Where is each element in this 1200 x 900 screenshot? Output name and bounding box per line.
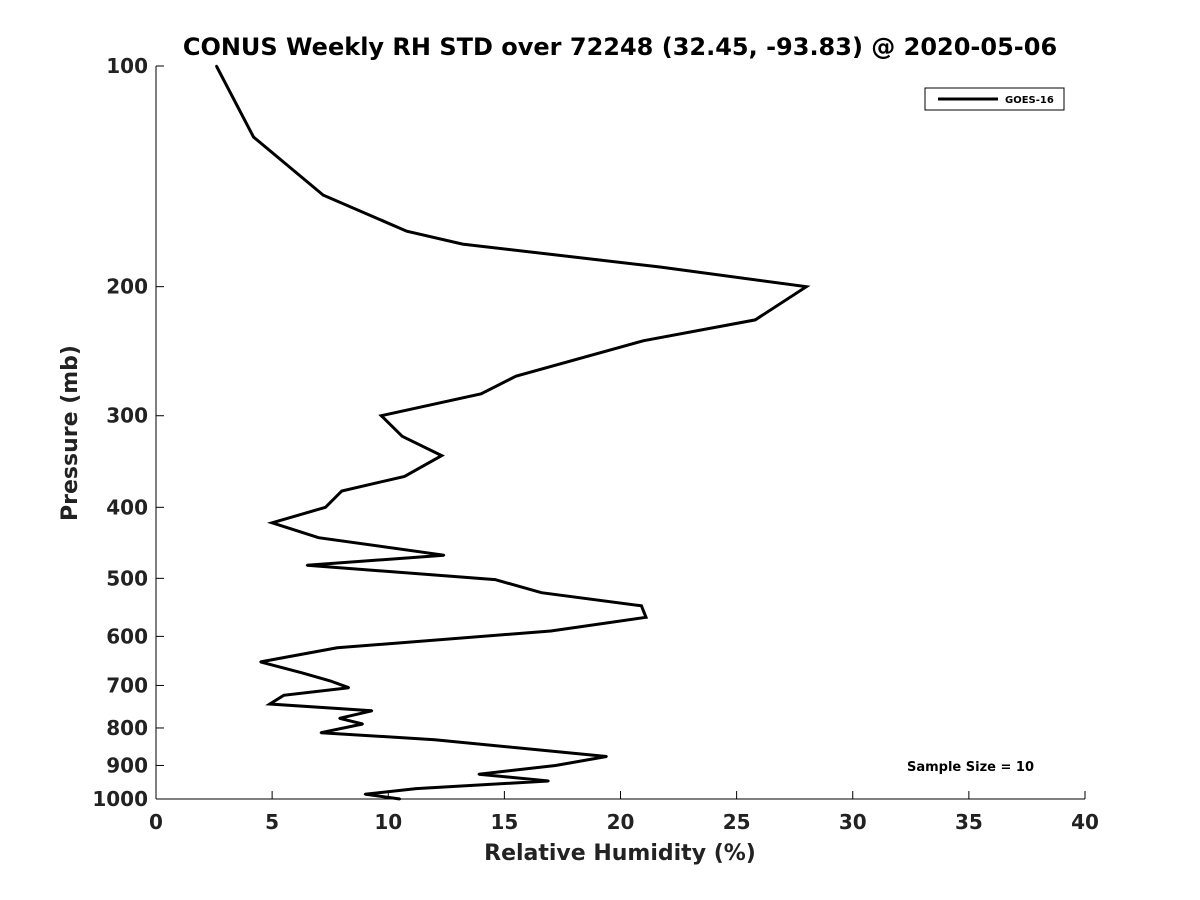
data-point [403, 475, 406, 478]
data-point [268, 702, 271, 706]
data-point [398, 797, 402, 801]
y-tick-label: 700 [106, 673, 148, 697]
x-tick-label: 5 [265, 810, 279, 834]
data-point [347, 686, 350, 689]
y-tick-label: 600 [106, 624, 148, 648]
y-tick-label: 100 [106, 54, 148, 78]
x-tick-label: 35 [955, 810, 983, 834]
tick-marks: 0 5 10 15 20 25 30 35 40 100 200 300 400 500 600 700 800… [92, 54, 1099, 834]
data-point [338, 717, 341, 720]
data-point [361, 722, 364, 726]
data-point [477, 773, 480, 776]
y-tick-label: 300 [106, 404, 148, 428]
data-point [442, 554, 446, 557]
data-point [658, 265, 662, 269]
chart-title: CONUS Weekly RH STD over 72248 (32.45, -… [183, 33, 1057, 61]
data-point [805, 285, 808, 288]
legend: GOES-16 [924, 87, 1065, 111]
data-point [514, 375, 518, 378]
data-point [754, 318, 757, 322]
data-point [493, 578, 497, 581]
data-point [322, 193, 325, 197]
data-point [540, 591, 543, 594]
data-point [336, 646, 339, 649]
data-point [324, 506, 327, 509]
y-tick-label: 800 [106, 716, 148, 740]
x-tick-label: 25 [723, 810, 751, 834]
data-point [461, 242, 464, 246]
data-point [405, 230, 408, 233]
x-tick-label: 30 [839, 810, 867, 834]
data-point [380, 414, 383, 417]
data-point [640, 604, 643, 607]
x-tick-label: 20 [607, 810, 635, 834]
data-point [270, 521, 274, 524]
data-point [363, 793, 367, 796]
x-tick-label: 0 [149, 810, 163, 834]
data-point [317, 536, 320, 539]
data-point [215, 64, 218, 68]
data-point [642, 339, 645, 342]
data-point [605, 755, 608, 758]
data-point [549, 629, 552, 633]
data-point [305, 564, 309, 567]
data-point [340, 489, 343, 493]
y-tick-label: 200 [106, 275, 148, 299]
data-point [252, 135, 255, 139]
x-axis-label: Relative Humidity (%) [484, 841, 756, 866]
data-point [329, 679, 332, 683]
data-point [319, 731, 323, 734]
data-point [554, 764, 557, 767]
data-point [282, 694, 285, 697]
series-layer [215, 64, 811, 801]
x-tick-label: 15 [490, 810, 518, 834]
data-point [259, 660, 262, 664]
data-point [547, 779, 550, 783]
y-tick-label: 400 [106, 495, 148, 519]
x-tick-label: 10 [374, 810, 402, 834]
data-point [644, 616, 648, 619]
sample-size-annotation: Sample Size = 10 [907, 760, 1034, 775]
legend-label-goes-16: GOES-16 [1005, 95, 1054, 106]
data-point [401, 435, 404, 438]
y-axis-label: Pressure (mb) [58, 345, 83, 521]
data-point [479, 392, 483, 395]
data-point [433, 738, 436, 741]
data-point [370, 709, 374, 712]
y-tick-label: 900 [106, 753, 148, 777]
data-point [301, 671, 304, 675]
y-tick-label: 500 [106, 566, 148, 590]
y-tick-label: 1000 [92, 787, 148, 811]
x-tick-label: 40 [1071, 810, 1099, 834]
data-point [414, 787, 418, 790]
data-point [440, 454, 443, 457]
